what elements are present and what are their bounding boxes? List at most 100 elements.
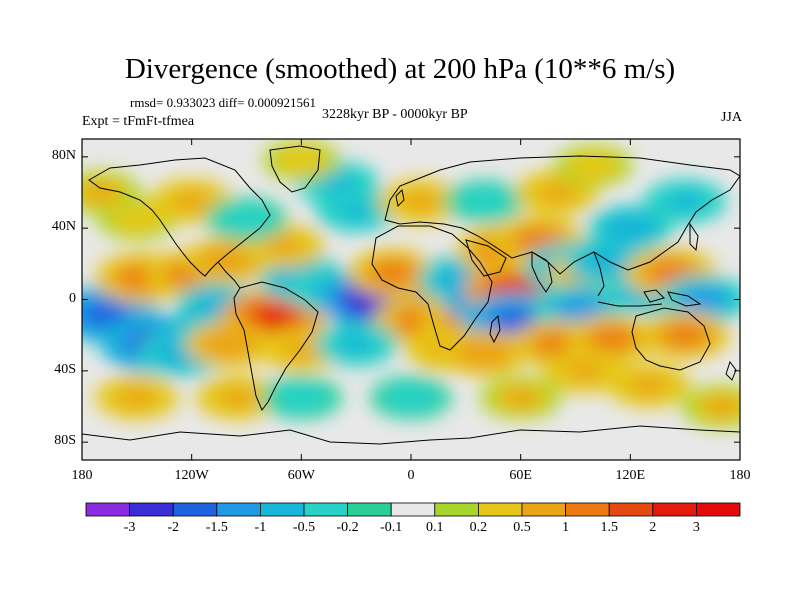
anomaly-cell (185, 320, 272, 368)
colorbar-swatch (434, 502, 479, 517)
anomaly-contour (629, 375, 668, 396)
colorbar-label: 1 (562, 520, 570, 535)
coastlines (82, 145, 740, 445)
anomaly-contour (337, 200, 375, 221)
anomaly-contour (466, 191, 503, 212)
colorbar-label: -3 (123, 520, 136, 535)
anomaly-cell (262, 139, 341, 182)
colorbar-swatch (129, 502, 174, 517)
anomaly-cell (440, 329, 528, 377)
period-subtitle: 3228kyr BP - 0000kyr BP (322, 107, 468, 122)
anomaly-contour (208, 249, 248, 271)
anomaly-contour (610, 217, 650, 239)
anomaly-cell (607, 362, 691, 408)
anomaly-cell (567, 314, 657, 363)
anomaly-cell (480, 375, 562, 420)
anomaly-cell (95, 375, 179, 420)
colorbar-swatch (477, 502, 523, 517)
experiment-label: Expt = tFmFt-tfmea (82, 114, 195, 129)
anomaly-cell (195, 375, 279, 420)
anomaly-cell (587, 205, 674, 252)
anomaly-contour (82, 300, 130, 327)
anomaly-contour (283, 151, 319, 170)
lon-label: 60E (509, 468, 532, 483)
lon-label: 180 (71, 468, 93, 483)
colorbar-swatch (85, 502, 130, 517)
colorbar-label: -0.1 (380, 520, 403, 535)
anomaly-contour (591, 327, 633, 350)
anomaly-contour (502, 387, 539, 408)
colorbar-swatch (172, 502, 218, 517)
lat-label: 40N (51, 219, 76, 235)
colorbar-swatch (652, 502, 697, 517)
colorbar-label: -0.2 (336, 520, 359, 535)
lon-label: 180 (729, 468, 751, 483)
colorbar-swatch (303, 502, 348, 517)
colorbar-swatch (696, 502, 741, 517)
anomaly-field (82, 139, 740, 429)
colorbar-label: 1.5 (600, 520, 618, 535)
anomaly-contour (173, 191, 211, 212)
colorbar-swatch (521, 502, 566, 517)
map-ticks (81, 139, 741, 460)
anomaly-cell (543, 348, 627, 394)
anomaly-cell (681, 384, 740, 429)
colorbar-label: 2 (649, 520, 657, 535)
anomaly-cell (444, 180, 524, 223)
anomaly-contour (464, 342, 504, 364)
colorbar-label: -0.5 (292, 520, 316, 535)
colorbar-label: 0.5 (513, 520, 531, 535)
colorbar-swatch (216, 502, 261, 517)
anomaly-cell (260, 375, 342, 420)
anomaly-cell (314, 321, 398, 367)
colorbar-swatch (347, 502, 392, 517)
anomaly-cell (82, 170, 141, 215)
anomaly-contour (401, 191, 439, 212)
lon-label: 120E (615, 468, 646, 483)
anomaly-contour (538, 182, 576, 203)
anomaly-contour (392, 387, 430, 408)
anomaly-contour (82, 182, 119, 203)
anomaly-contour (282, 339, 320, 360)
colorbar-label: -1.5 (205, 520, 228, 535)
anomaly-contour (283, 387, 320, 408)
lon-label: 120W (174, 468, 209, 483)
colorbar-label: -2 (167, 520, 180, 535)
anomaly-contour (249, 304, 298, 331)
lat-label: 0 (69, 290, 76, 306)
colorbar-label: 0.2 (469, 520, 488, 535)
anomaly-contour (576, 156, 612, 176)
anomaly-contour (558, 297, 601, 320)
anomaly-cell (205, 197, 288, 241)
colorbar-label: 3 (692, 520, 700, 535)
anomaly-contour (666, 191, 704, 212)
stats-label: rmsd= 0.933023 diff= 0.000921561 (130, 95, 316, 110)
anomaly-contour (208, 333, 248, 355)
anomaly-contour (665, 324, 706, 346)
anomaly-contour (703, 396, 740, 417)
anomaly-contour (218, 387, 257, 408)
anomaly-contour (337, 334, 375, 355)
lat-label: 80N (51, 147, 76, 163)
map-title: Divergence (smoothed) at 200 hPa (10**6 … (124, 53, 676, 85)
colorbar-swatch (259, 502, 305, 517)
anomaly-cell (347, 248, 438, 297)
anomaly-contour (372, 261, 413, 284)
anomaly-cell (643, 179, 727, 224)
lon-label: 0 (407, 468, 415, 483)
anomaly-contour (118, 387, 156, 408)
anomaly-contour (319, 173, 357, 194)
colorbar (85, 502, 741, 517)
colorbar-swatch (565, 502, 610, 517)
anomaly-cell (370, 375, 452, 420)
lon-label: 60W (287, 468, 315, 483)
lat-label: 80S (54, 433, 76, 449)
colorbar-swatch (608, 502, 654, 517)
anomaly-contour (118, 209, 155, 229)
anomaly-cell (640, 311, 730, 360)
lat-label: 40S (54, 361, 76, 377)
anomaly-contour (228, 209, 265, 230)
colorbar-label: 0.1 (426, 520, 444, 535)
anomaly-contour (565, 360, 604, 381)
